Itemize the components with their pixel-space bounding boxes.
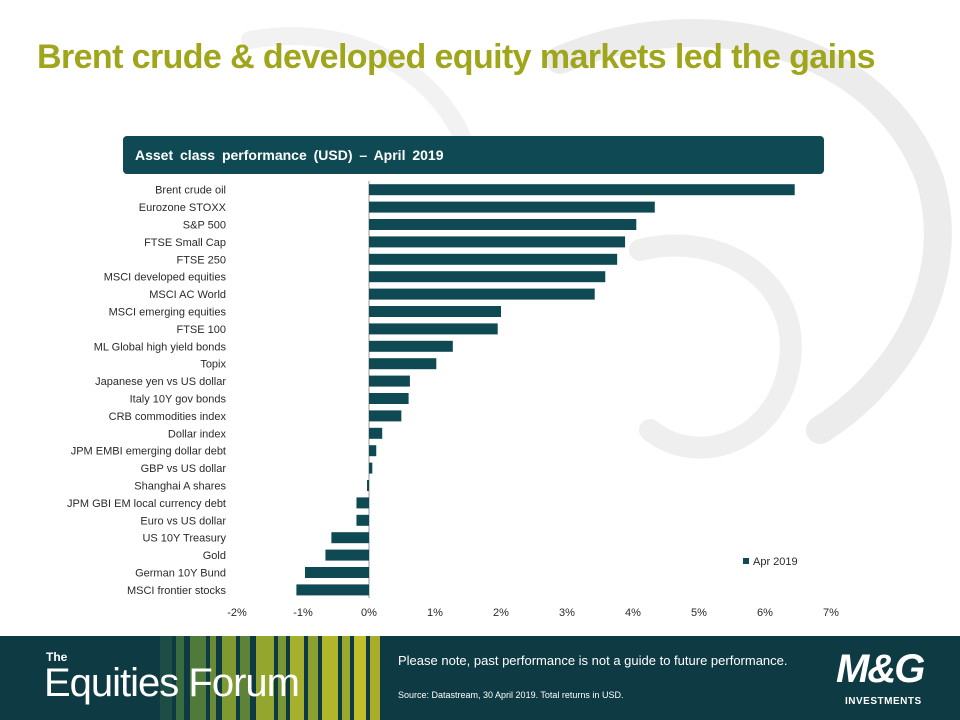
category-label: Shanghai A shares [134, 481, 226, 493]
x-tick-label: 0% [361, 607, 377, 619]
background-swirl [241, 19, 952, 459]
category-label: FTSE 250 [176, 254, 226, 266]
bar [369, 427, 383, 439]
category-label: FTSE Small Cap [144, 237, 226, 249]
bar [369, 201, 655, 213]
logo-mg: M&G [836, 647, 925, 691]
bar [369, 306, 501, 317]
bar [369, 358, 437, 370]
x-tick-label: -2% [227, 607, 247, 619]
category-label: JPM GBI EM local currency debt [67, 498, 226, 510]
category-label: Dollar index [168, 428, 227, 440]
x-tick-label: 3% [559, 607, 575, 619]
page-title: Brent crude & developed equity markets l… [37, 38, 876, 76]
bar [369, 445, 377, 457]
bar [331, 532, 369, 544]
category-label: ML Global high yield bonds [94, 341, 227, 353]
bar [367, 480, 369, 491]
category-label: Brent crude oil [155, 185, 226, 197]
category-label: Italy 10Y gov bonds [130, 394, 227, 406]
bar [369, 184, 795, 196]
bar [369, 323, 498, 335]
chart-header: Asset class performance (USD) – April 20… [123, 136, 824, 174]
category-label: German 10Y Bund [135, 568, 226, 580]
bar [369, 219, 637, 230]
logo-box [820, 636, 960, 720]
bar [369, 253, 618, 265]
category-label: MSCI AC World [149, 289, 226, 301]
x-tick-label: 5% [691, 607, 707, 619]
brand-the: The [46, 650, 68, 664]
bar [356, 497, 369, 509]
category-label: MSCI frontier stocks [127, 585, 227, 597]
category-label: US 10Y Treasury [142, 533, 226, 545]
category-label: GBP vs US dollar [141, 463, 227, 475]
category-label: FTSE 100 [176, 324, 226, 336]
x-tick-label: 1% [427, 607, 443, 619]
category-label: MSCI developed equities [104, 272, 227, 284]
footer-stripes-decoration [150, 636, 390, 720]
footer: The Equities Forum [0, 636, 960, 720]
x-tick-label: 6% [757, 607, 773, 619]
bar [369, 236, 626, 248]
bar [369, 271, 606, 283]
bar [325, 549, 369, 561]
x-tick-label: 4% [625, 607, 641, 619]
bar [369, 393, 409, 404]
brand-name: Equities Forum [44, 661, 300, 705]
x-tick-label: 7% [823, 607, 839, 619]
source-note: Source: Datastream, 30 April 2019. Total… [398, 690, 624, 700]
logo-investments: INVESTMENTS [845, 696, 922, 707]
bar-chart: Brent crude oil Eurozone STOXX S&P 500 FTSE… [67, 181, 839, 619]
bar [369, 288, 595, 300]
category-label: Japanese yen vs US dollar [95, 376, 226, 388]
bar [369, 462, 373, 474]
bar [356, 514, 369, 526]
bar [369, 410, 402, 422]
bar [304, 567, 369, 578]
x-tick-label: -1% [293, 607, 313, 619]
bar [296, 584, 369, 596]
x-tick-label: 2% [493, 607, 509, 619]
bar [369, 375, 410, 387]
category-label: JPM EMBI emerging dollar debt [71, 446, 226, 458]
category-label: MSCI emerging equities [109, 307, 227, 319]
category-label: Eurozone STOXX [139, 202, 227, 214]
legend-label: Apr 2019 [753, 556, 798, 568]
category-label: Euro vs US dollar [140, 515, 226, 527]
disclaimer-note: Please note, past performance is not a g… [398, 653, 788, 668]
bar [369, 340, 453, 352]
category-label: Gold [203, 550, 226, 562]
category-label: CRB commodities index [109, 411, 227, 423]
category-label: S&P 500 [183, 220, 226, 232]
legend-swatch [743, 558, 749, 564]
category-label: Topix [200, 359, 226, 371]
